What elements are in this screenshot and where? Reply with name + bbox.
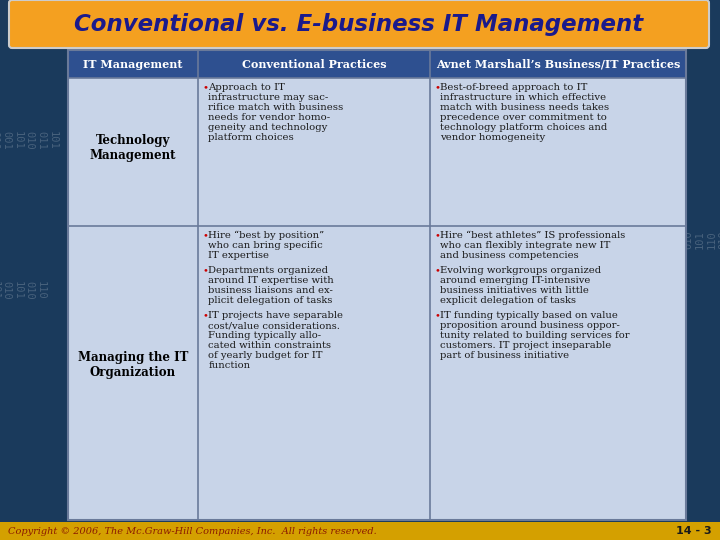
Text: 101
011
010
101
001
010
101: 101 011 010 101 001 010 101	[0, 131, 58, 150]
Text: of yearly budget for IT: of yearly budget for IT	[208, 351, 323, 360]
Text: Approach to IT: Approach to IT	[208, 83, 285, 92]
Text: •: •	[435, 266, 441, 275]
Text: IT funding typically based on value: IT funding typically based on value	[440, 312, 618, 320]
Text: 0100100100100100: 0100100100100100	[101, 430, 179, 481]
Text: and business competencies: and business competencies	[440, 251, 579, 260]
Text: IT expertise: IT expertise	[208, 251, 269, 260]
Bar	[68, 50, 686, 78]
Text: plicit delegation of tasks: plicit delegation of tasks	[208, 296, 333, 305]
Text: Best-of-breed approach to IT: Best-of-breed approach to IT	[440, 83, 588, 92]
Text: 1001011001: 1001011001	[505, 32, 556, 68]
Text: who can flexibly integrate new IT: who can flexibly integrate new IT	[440, 241, 611, 250]
Text: Managing the IT
Organization: Managing the IT Organization	[78, 351, 188, 379]
Text: customers. IT project inseparable: customers. IT project inseparable	[440, 341, 611, 350]
Text: vendor homogeneity: vendor homogeneity	[440, 133, 546, 143]
Text: explicit delegation of tasks: explicit delegation of tasks	[440, 296, 576, 305]
Text: Copyright © 2006, The Mc.Graw-Hill Companies, Inc.  All rights reserved.: Copyright © 2006, The Mc.Graw-Hill Compa…	[8, 526, 377, 536]
Text: Hire “best by position”: Hire “best by position”	[208, 231, 324, 240]
Text: 001100110011: 001100110011	[150, 20, 210, 60]
Text: Conventional Practices: Conventional Practices	[242, 58, 387, 70]
Text: needs for vendor homo-: needs for vendor homo-	[208, 113, 330, 122]
FancyBboxPatch shape	[9, 0, 709, 48]
Bar	[68, 50, 686, 520]
Text: IT Management: IT Management	[84, 58, 183, 70]
Text: who can bring specific: who can bring specific	[208, 241, 323, 250]
Text: Hire “best athletes” IS professionals: Hire “best athletes” IS professionals	[440, 231, 626, 240]
Text: •: •	[435, 312, 441, 320]
Text: Funding typically allo-: Funding typically allo-	[208, 332, 321, 340]
Text: cost/value considerations.: cost/value considerations.	[208, 321, 340, 330]
Text: tunity related to building services for: tunity related to building services for	[440, 332, 630, 340]
Text: function: function	[208, 361, 251, 370]
Text: 10010010010010010: 10010010010010010	[88, 421, 172, 475]
Bar	[68, 50, 686, 520]
Text: infrastructure may sac-: infrastructure may sac-	[208, 93, 328, 102]
Text: match with business needs takes: match with business needs takes	[440, 103, 609, 112]
Text: •: •	[435, 83, 441, 92]
Text: technology platform choices and: technology platform choices and	[440, 123, 608, 132]
Text: •: •	[203, 83, 209, 92]
Text: rifice match with business: rifice match with business	[208, 103, 343, 112]
Text: Technology
Management: Technology Management	[90, 134, 176, 162]
Text: 110010110: 110010110	[567, 44, 613, 76]
Text: platform choices: platform choices	[208, 133, 294, 143]
Text: Evolving workgroups organized: Evolving workgroups organized	[440, 266, 601, 275]
Text: 14 - 3: 14 - 3	[676, 526, 712, 536]
Text: cated within constraints: cated within constraints	[208, 341, 331, 350]
Text: around emerging IT-intensive: around emerging IT-intensive	[440, 276, 590, 285]
Text: IT projects have separable: IT projects have separable	[208, 312, 343, 320]
Text: business liaisons and ex-: business liaisons and ex-	[208, 286, 333, 295]
Text: Avnet Marshall’s Business/IT Practices: Avnet Marshall’s Business/IT Practices	[436, 58, 680, 70]
Text: Conventional vs. E-business IT Management: Conventional vs. E-business IT Managemen…	[74, 12, 644, 36]
Text: •: •	[203, 266, 209, 275]
Text: •: •	[203, 312, 209, 320]
Text: part of business initiative: part of business initiative	[440, 351, 570, 360]
Text: precedence over commitment to: precedence over commitment to	[440, 113, 607, 122]
Bar	[0, 522, 720, 540]
Text: proposition around business oppor-: proposition around business oppor-	[440, 321, 620, 330]
Text: around IT expertise with: around IT expertise with	[208, 276, 334, 285]
Text: •: •	[435, 231, 441, 240]
Text: infrastructure in which effective: infrastructure in which effective	[440, 93, 606, 102]
Text: 110
010
101
110
010: 110 010 101 110 010	[672, 231, 720, 249]
Text: Departments organized: Departments organized	[208, 266, 328, 275]
Text: 110
010
101
010
101: 110 010 101 010 101	[0, 281, 46, 299]
Text: business initiatives with little: business initiatives with little	[440, 286, 589, 295]
Text: geneity and technology: geneity and technology	[208, 123, 328, 132]
Text: •: •	[203, 231, 209, 240]
